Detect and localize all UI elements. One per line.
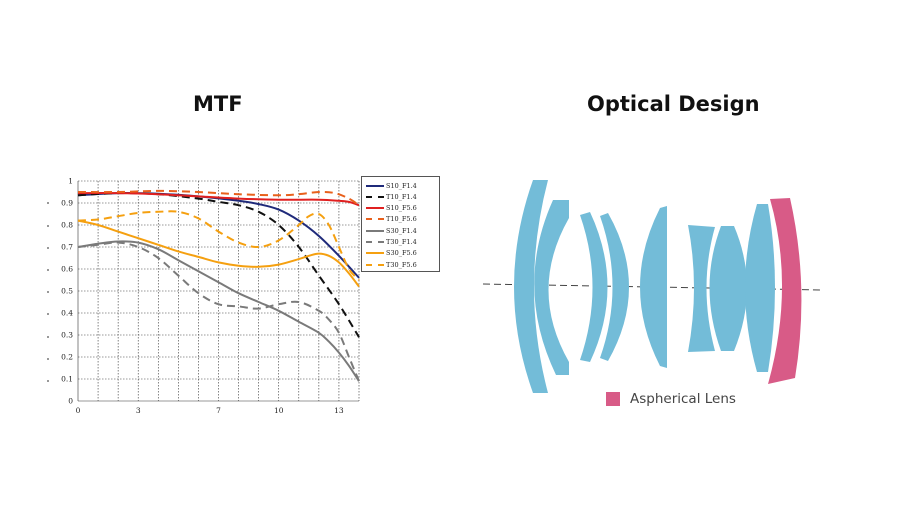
y-tick-label: 0.4: [61, 309, 73, 318]
y-tick-label: 0.7: [61, 243, 73, 252]
lens-element-7: [709, 226, 747, 351]
lens-element-5: [640, 206, 667, 368]
x-tick-label: 0: [76, 406, 81, 415]
optical-design-diagram: [482, 180, 823, 393]
scan-artifact-dot: [47, 291, 49, 293]
legend-label: S30_F1.4: [386, 226, 417, 235]
legend-item: T10_F1.4: [366, 191, 417, 202]
legend-swatch: [366, 207, 384, 210]
legend-label: T30_F1.4: [386, 238, 417, 246]
y-tick-label: 0.5: [61, 287, 73, 296]
optical-design-title: Optical Design: [587, 92, 760, 116]
legend-item: T30_F1.4: [366, 237, 417, 248]
scan-artifact-dot: [47, 358, 49, 360]
aspherical-lens-element: [768, 198, 802, 384]
legend-swatch: [366, 252, 384, 255]
y-tick-label: 0.2: [61, 353, 73, 362]
lens-element-1: [514, 180, 548, 393]
x-tick-label: 13: [334, 406, 344, 415]
scan-artifact-dot: [47, 225, 49, 227]
legend-swatch: [366, 263, 384, 266]
legend-swatch: [366, 184, 384, 187]
legend-label: S10_F5.6: [386, 204, 417, 213]
legend-label: T10_F1.4: [386, 192, 417, 201]
legend-label: S30_F5.6: [386, 249, 417, 258]
series-line-t30-f5-6: [77, 210, 360, 281]
legend-swatch: [366, 229, 384, 232]
legend-item: S10_F5.6: [366, 203, 417, 214]
y-tick-label: 0.3: [61, 331, 73, 340]
legend-item: T10_F5.6: [366, 214, 417, 225]
legend-label: T30_F5.6: [386, 260, 417, 269]
y-tick-label: 0.1: [61, 375, 73, 384]
scan-artifact-dot: [47, 313, 49, 315]
lens-element-8: [745, 204, 775, 372]
lens-element-6: [688, 225, 715, 352]
aspherical-lens-label: Aspherical Lens: [630, 391, 736, 407]
legend-item: S10_F1.4: [366, 180, 417, 191]
legend-item: S30_F5.6: [366, 248, 417, 259]
series-line-t30-f1-4: [77, 241, 360, 382]
y-tick-label: 0.9: [61, 199, 73, 208]
y-tick-label: 1: [68, 177, 73, 186]
lens-element-4: [600, 213, 629, 361]
legend-item: S30_F1.4: [366, 225, 417, 236]
legend-swatch: [366, 241, 384, 243]
scan-artifact-dot: [47, 269, 49, 271]
mtf-title: MTF: [193, 92, 243, 116]
lens-element-3: [580, 212, 608, 362]
chart-grid: [77, 180, 360, 402]
aspherical-lens-swatch: [606, 392, 620, 406]
scan-artifact-dot: [47, 336, 49, 338]
aspherical-lens-legend: Aspherical Lens: [606, 391, 736, 407]
scan-artifact-dot: [47, 247, 49, 249]
lens-element-2: [534, 200, 569, 375]
legend-swatch: [366, 195, 384, 198]
legend-label: T10_F5.6: [386, 215, 417, 224]
scan-artifact-dot: [47, 380, 49, 382]
y-tick-label: 0.6: [61, 265, 73, 274]
series-line-t10-f5-6: [77, 189, 360, 207]
scan-artifact-dot: [47, 202, 49, 204]
x-tick-label: 3: [136, 406, 141, 415]
y-tick-label: 0.8: [61, 221, 73, 230]
legend-swatch: [366, 218, 384, 221]
series-lines: [77, 189, 360, 382]
series-line-s30-f1-4: [77, 240, 360, 382]
chart-legend: S10_F1.4 T10_F1.4 S10_F5.6 T10_F5.6 S30_F1.4…: [361, 176, 440, 272]
series-line-t10-f1-4: [77, 192, 360, 338]
x-tick-label: 7: [216, 406, 221, 415]
series-line-s10-f5-6: [77, 192, 360, 207]
legend-item: T30_F5.6: [366, 259, 417, 270]
series-line-s30-f5-6: [77, 219, 360, 288]
legend-label: S10_F1.4: [386, 181, 417, 190]
y-tick-label: 0: [68, 397, 73, 406]
x-tick-label: 10: [274, 406, 284, 415]
